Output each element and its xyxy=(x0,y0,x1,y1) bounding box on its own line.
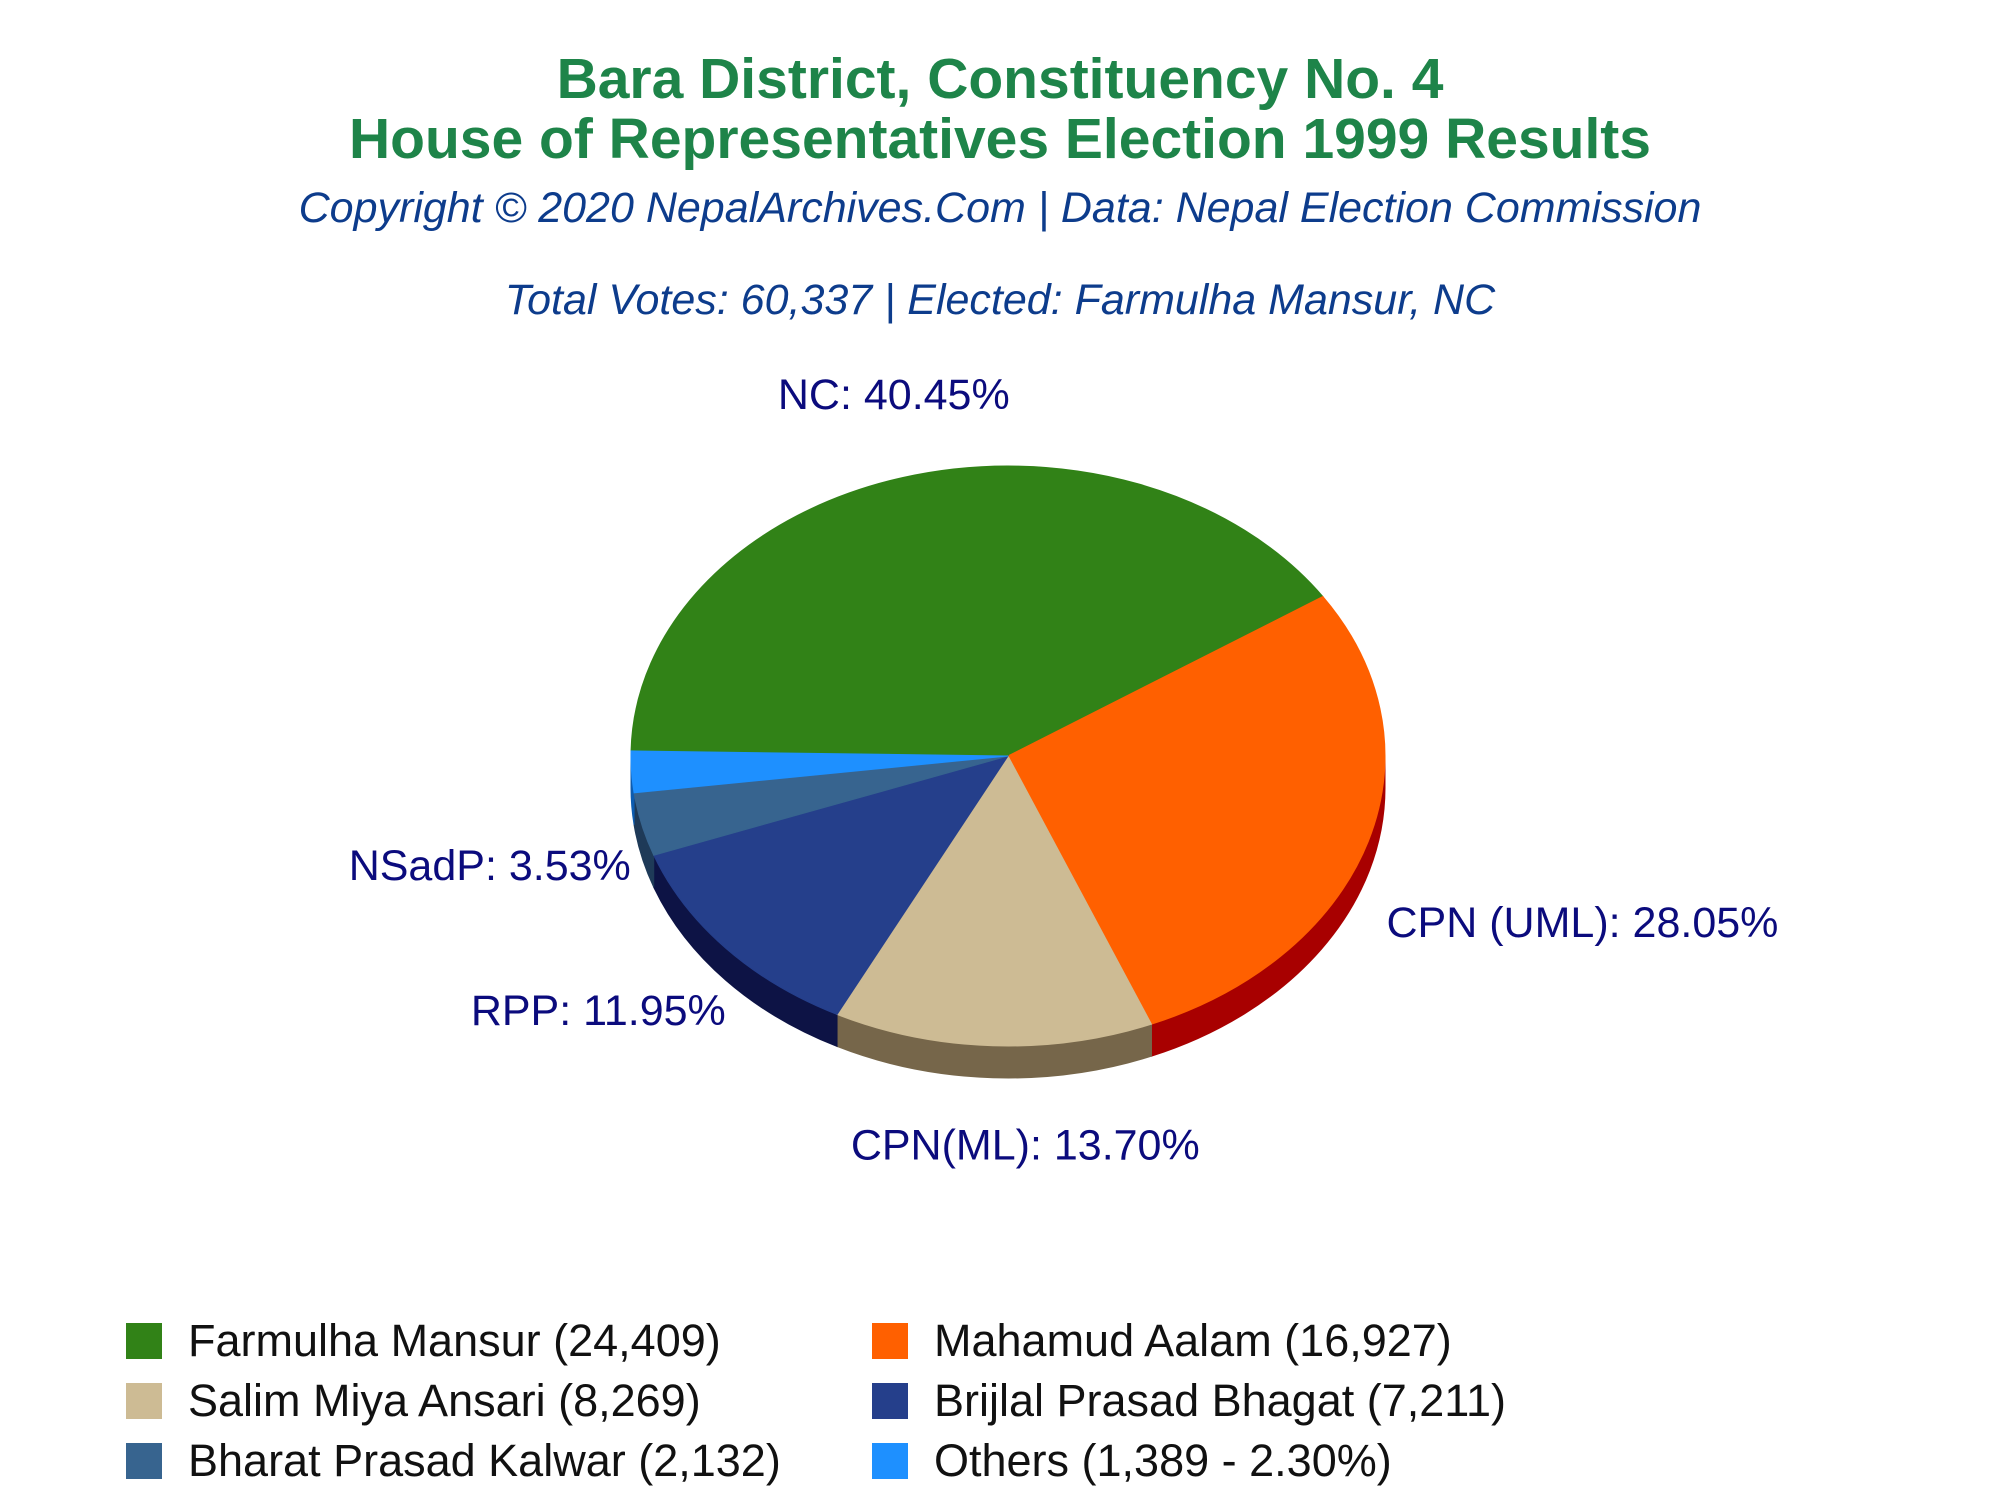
pie-slice-others xyxy=(630,750,1009,794)
summary-text: Total Votes: 60,337 | Elected: Farmulha … xyxy=(504,276,1496,324)
chart-title-line2: House of Representatives Election 1999 R… xyxy=(349,107,1651,171)
pie-slice-cpn-ml- xyxy=(836,755,1153,1047)
pie-slice-rpp xyxy=(653,755,1010,1016)
copyright-text: Copyright © 2020 NepalArchives.Com | Dat… xyxy=(298,184,1702,232)
slice-label-cpn-uml-: CPN (UML): 28.05% xyxy=(1386,899,1778,947)
chart-title-line1: Bara District, Constituency No. 4 xyxy=(556,47,1444,111)
slice-label-rpp: RPP: 11.95% xyxy=(471,987,726,1035)
slice-label-cpn-ml-: CPN(ML): 13.70% xyxy=(851,1122,1200,1170)
slice-label-nc: NC: 40.45% xyxy=(778,371,1010,419)
slice-label-nsadp: NSadP: 3.53% xyxy=(349,842,631,890)
pie-slice-cpn-uml- xyxy=(1007,595,1386,1025)
pie-slice-nc xyxy=(630,465,1324,757)
